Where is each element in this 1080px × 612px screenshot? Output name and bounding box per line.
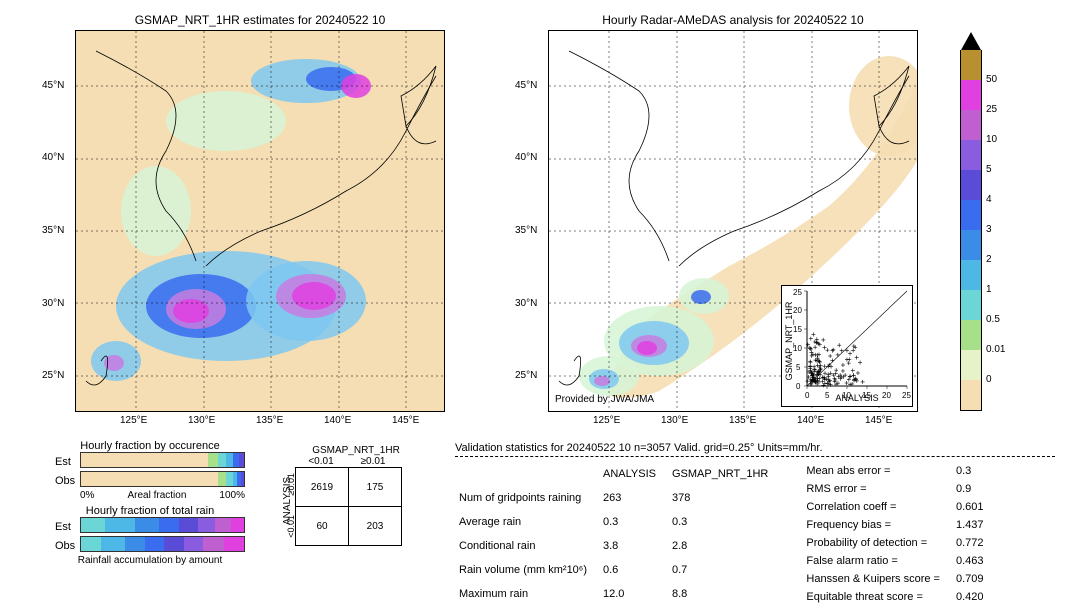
validation-title: Validation statistics for 20240522 10 n=… (455, 442, 1055, 454)
occ-title: Hourly fraction by occurence (55, 440, 245, 452)
colorbar: 502510543210.50.010 (960, 30, 982, 410)
svg-text:0: 0 (796, 382, 801, 391)
validation-block: Validation statistics for 20240522 10 n=… (455, 442, 1055, 607)
svg-text:15: 15 (862, 391, 871, 400)
map-right-title: Hourly Radar-AMeDAS analysis for 2024052… (549, 13, 917, 27)
provider-label: Provided by JWA/JMA (555, 394, 654, 405)
svg-text:25: 25 (793, 288, 802, 297)
map-right: Hourly Radar-AMeDAS analysis for 2024052… (548, 30, 918, 412)
validation-table: ANALYSISGSMAP_NRT_1HR Num of gridpoints … (455, 461, 782, 607)
svg-text:5: 5 (796, 363, 801, 372)
svg-text:10: 10 (842, 391, 851, 400)
svg-text:25: 25 (902, 391, 911, 400)
footer-label: Rainfall accumulation by amount (55, 555, 245, 566)
svg-text:10: 10 (793, 344, 802, 353)
map-left-title: GSMAP_NRT_1HR estimates for 20240522 10 (76, 13, 444, 27)
scatter-inset: ANALYSIS GSMAP_NRT_1HR 05 1015 2025 05 1… (781, 285, 913, 407)
contingency-table: GSMAP_NRT_1HR ANALYSIS <0.01≥0.01 261917… (280, 445, 402, 546)
fraction-block: Hourly fraction by occurence Est Obs 0%A… (55, 440, 245, 566)
svg-text:20: 20 (882, 391, 891, 400)
svg-text:5: 5 (825, 391, 830, 400)
metrics-table: Mean abs error =0.3 RMS error =0.9 Corre… (802, 461, 997, 607)
map-left: GSMAP_NRT_1HR estimates for 20240522 10 (75, 30, 445, 412)
svg-text:0: 0 (805, 391, 810, 400)
svg-text:15: 15 (793, 325, 802, 334)
rain-title: Hourly fraction of total rain (55, 505, 245, 517)
svg-text:20: 20 (793, 306, 802, 315)
